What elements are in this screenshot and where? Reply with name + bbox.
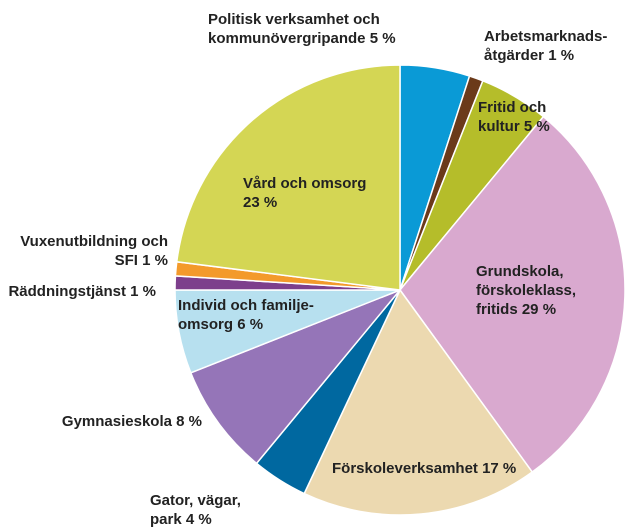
value-label: 6 %: [237, 316, 264, 333]
slice-label: Gator, vägar, park 4 %: [150, 491, 270, 529]
pie-slice: [303, 288, 534, 516]
slice-label: Vuxenutbildning och SFI 1 %: [0, 232, 168, 270]
slice-label: Grundskola, förskoleklass, fritids 29 %: [476, 262, 616, 319]
pie-slice: [189, 289, 401, 465]
category-label: Räddningstjänst: [8, 283, 126, 300]
slice-label: Politisk verksamhet och kommunövergripan…: [208, 10, 453, 48]
value-label: 23 %: [243, 194, 278, 211]
category-label: Gymnasieskola: [61, 413, 172, 430]
slice-label: Gymnasieskola 8 %: [40, 412, 202, 431]
value-label: 4 %: [185, 511, 212, 528]
slice-label: Förskoleverksamhet 17 %: [332, 459, 532, 478]
slice-label: Individ och familje-omsorg 6 %: [178, 296, 358, 334]
category-label: Politisk verksamhet och kommunövergripan…: [208, 11, 380, 47]
value-label: 5 %: [369, 30, 396, 47]
value-label: 29 %: [521, 301, 557, 318]
value-label: 17 %: [482, 460, 517, 477]
pie-slice: [175, 64, 401, 291]
value-label: 5 %: [523, 118, 550, 135]
category-label: Vuxenutbildning och SFI: [20, 233, 168, 269]
pie-slice: [399, 115, 626, 474]
value-label: 8 %: [176, 413, 202, 430]
category-label: Individ och familje-omsorg: [178, 297, 314, 333]
category-label: Gator, vägar, park: [150, 492, 241, 528]
category-label: Arbetsmarknads-åtgärder: [484, 28, 608, 64]
category-label: Fritid och kultur: [478, 99, 547, 135]
category-label: Grundskola, förskoleklass, fritids: [476, 263, 577, 318]
value-label: 1 %: [130, 283, 156, 300]
slice-label: Arbetsmarknads-åtgärder 1 %: [484, 27, 634, 65]
value-label: 1 %: [142, 252, 168, 269]
slice-label: Vård och omsorg 23 %: [243, 174, 373, 212]
category-label: Vård och omsorg: [243, 175, 367, 192]
slice-label: Fritid och kultur 5 %: [478, 98, 573, 136]
slice-label: Räddningstjänst 1 %: [0, 282, 156, 301]
value-label: 1 %: [548, 47, 575, 64]
category-label: Förskoleverksamhet: [332, 460, 478, 477]
